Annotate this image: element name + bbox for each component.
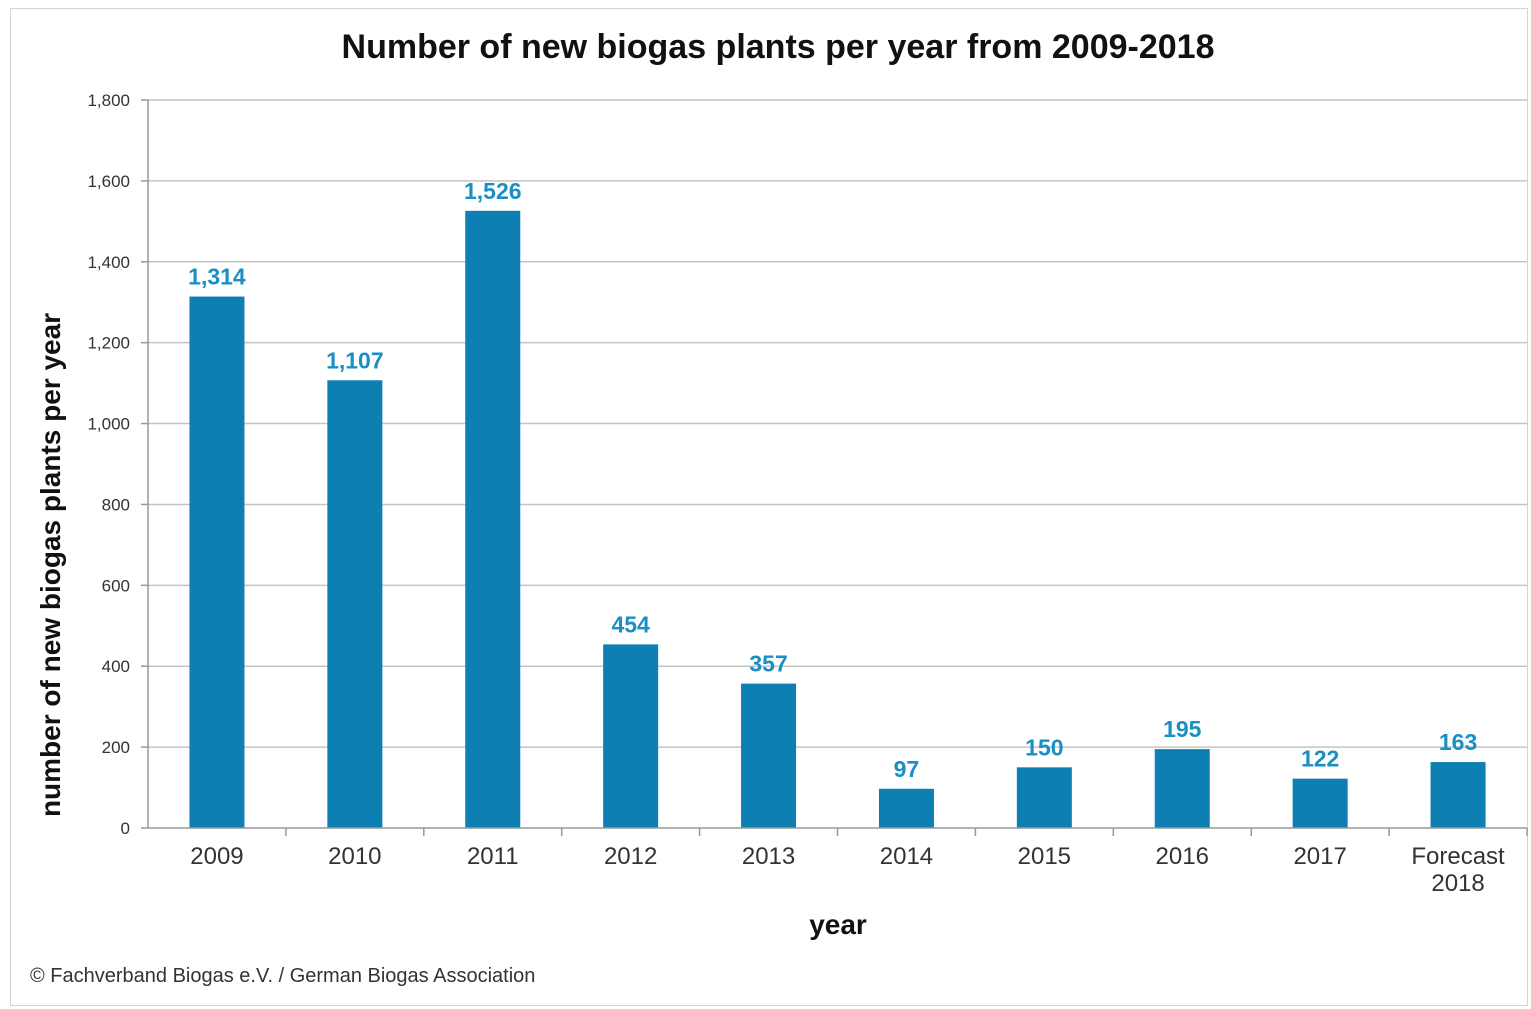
bar: [189, 296, 245, 828]
data-label: 1,314: [188, 264, 246, 290]
x-tick-label: 2009: [190, 843, 243, 870]
data-label: 1,107: [326, 347, 384, 373]
x-tick-label: 2016: [1156, 843, 1209, 870]
bar: [1292, 778, 1348, 828]
data-label: 122: [1301, 746, 1339, 772]
x-tick-label: 2010: [328, 843, 381, 870]
bar: [1430, 762, 1486, 828]
chart-title: Number of new biogas plants per year fro…: [342, 28, 1215, 66]
bars: [189, 210, 1486, 829]
x-tick-label: 2015: [1018, 843, 1071, 870]
y-tick-label: 0: [121, 819, 130, 838]
y-tick-label: 600: [102, 576, 130, 595]
bar: [1154, 749, 1210, 828]
x-tick-label: 2013: [742, 843, 795, 870]
data-label: 454: [611, 611, 650, 637]
x-tick-label: 2011: [467, 843, 519, 870]
y-tick-label: 1,600: [87, 172, 130, 191]
y-tick-label: 1,800: [87, 91, 130, 110]
y-tick-label: 1,200: [87, 334, 130, 353]
bar: [465, 210, 521, 829]
bar: [1016, 767, 1072, 828]
bar: [878, 788, 934, 828]
x-tick-label: 2014: [880, 843, 933, 870]
x-axis-ticks: 2009 2010 2011 2012 2013 2014 2015 2016 2017 Fore…: [190, 828, 1528, 897]
bar: [327, 380, 383, 828]
y-axis-ticks: 0 200 400 600 800 1,000 1,200 1,400 1,600 1,800: [87, 91, 148, 838]
data-label: 163: [1439, 729, 1477, 755]
y-tick-label: 400: [102, 657, 130, 676]
x-tick-label: 2012: [604, 843, 657, 870]
bar: [603, 644, 659, 828]
x-tick-label: 2017: [1293, 843, 1346, 870]
data-label: 357: [749, 651, 787, 677]
y-tick-label: 1,000: [87, 415, 130, 434]
y-axis-title: number of new biogas plants per year: [35, 313, 66, 817]
x-tick-label: Forecast: [1411, 843, 1505, 870]
x-tick-label: 2018: [1431, 870, 1484, 897]
data-label: 97: [894, 756, 920, 782]
x-axis-title: year: [809, 909, 867, 940]
y-tick-label: 1,400: [87, 253, 130, 272]
data-label: 1,526: [464, 178, 522, 204]
y-tick-label: 200: [102, 738, 130, 757]
data-labels: 1,314 1,107 1,526 454 357 97 150 195 122 163: [188, 178, 1477, 782]
y-tick-label: 800: [102, 495, 130, 514]
source-note: © Fachverband Biogas e.V. / German Bioga…: [30, 965, 535, 987]
chart-frame: [10, 8, 1528, 1006]
bar: [741, 683, 797, 828]
data-label: 150: [1025, 734, 1063, 760]
data-label: 195: [1163, 716, 1202, 742]
